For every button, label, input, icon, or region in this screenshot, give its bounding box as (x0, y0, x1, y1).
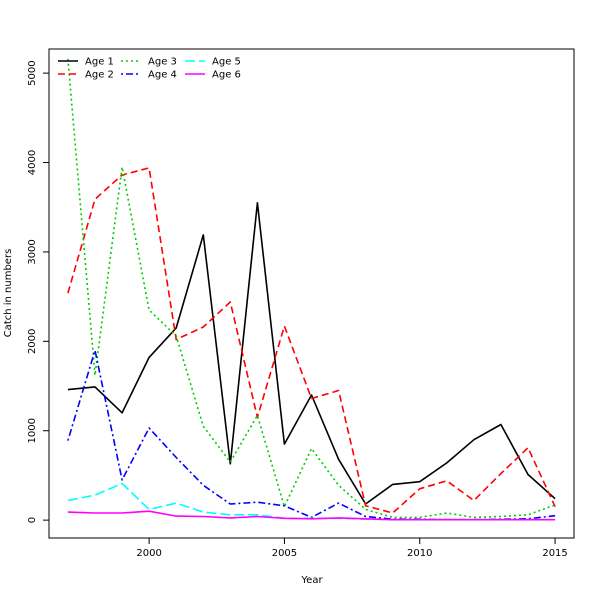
y-tick-label: 3000 (27, 239, 38, 264)
legend-label: Age 2 (85, 70, 114, 81)
legend-label: Age 5 (212, 57, 241, 68)
y-tick-label: 4000 (27, 150, 38, 175)
legend-label: Age 3 (148, 57, 177, 68)
x-tick-label: 2000 (136, 548, 161, 559)
y-tick-label: 5000 (27, 60, 38, 85)
plot-frame (48, 48, 575, 539)
legend-label: Age 4 (148, 70, 177, 81)
series-line-age-2 (67, 167, 556, 514)
legend-label: Age 6 (212, 70, 241, 81)
series-line-age-3 (67, 58, 556, 519)
x-tick-label: 2015 (542, 548, 567, 559)
x-tick-label: 2010 (407, 548, 432, 559)
series-layer (67, 58, 556, 521)
y-tick-label: 1000 (27, 418, 38, 443)
y-tick-label: 0 (27, 517, 38, 523)
legend: Age 1 Age 2 Age 3 Age 4 Age 5 Age 6 (58, 57, 241, 81)
y-axis-title: Catch in numbers (3, 249, 14, 338)
series-line-age-1 (67, 202, 556, 505)
axes-layer: 2000 2005 2010 2015 0 1000 2000 3000 4000 5000 (27, 60, 568, 559)
series-line-age-5 (67, 482, 556, 521)
series-line-age-6 (67, 510, 556, 521)
y-tick-label: 2000 (27, 329, 38, 354)
legend-label: Age 1 (85, 57, 114, 68)
x-tick-label: 2005 (272, 548, 297, 559)
x-axis-title: Year (300, 575, 323, 586)
